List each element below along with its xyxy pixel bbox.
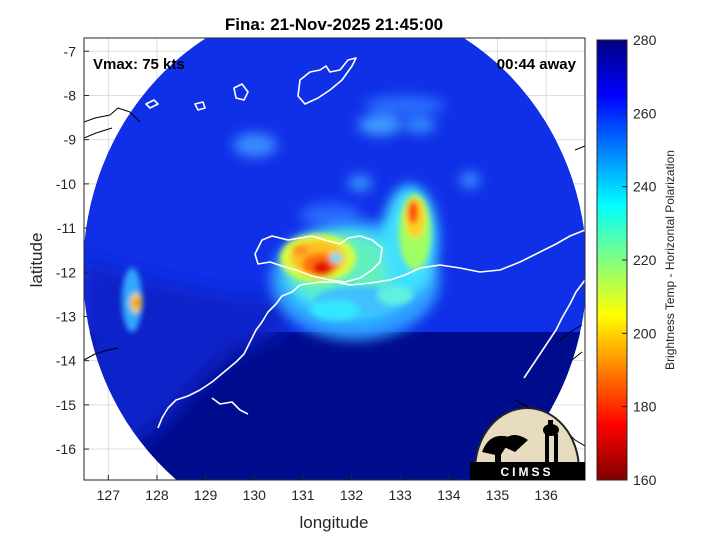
vmax-annotation: Vmax: 75 kts <box>93 56 185 73</box>
y-tick-label: -9 <box>64 132 77 148</box>
y-tick-label: -8 <box>64 87 77 103</box>
x-tick-label: 135 <box>486 487 510 503</box>
x-tick-label: 127 <box>97 487 121 503</box>
colorbar-tick-label: 260 <box>633 105 657 121</box>
x-tick-label: 128 <box>145 487 169 503</box>
colorbar-tick-label: 160 <box>633 472 657 488</box>
axes-box <box>83 37 586 481</box>
colorbar-ticks: 280 260 240 220 200 180 160 <box>622 32 657 488</box>
swath-heatmap <box>84 38 585 480</box>
logo-text: CIMSS <box>500 465 553 479</box>
y-tick-label: -13 <box>56 308 76 324</box>
y-tick-label: -14 <box>56 353 76 369</box>
x-tick-label: 132 <box>340 487 364 503</box>
y-tick-labels: -7 -8 -9 -10 -11 -12 -13 -14 -15 -16 <box>56 43 89 457</box>
x-tick-labels: 127 128 129 130 131 132 133 134 135 136 <box>97 475 558 503</box>
time-away-annotation: 00:44 away <box>497 56 577 73</box>
y-tick-label: -15 <box>56 397 76 413</box>
x-tick-label: 133 <box>388 487 412 503</box>
y-tick-label: -10 <box>56 176 76 192</box>
cimss-logo: CIMSS <box>470 407 585 480</box>
x-tick-label: 134 <box>437 487 461 503</box>
colorbar-tick-label: 180 <box>633 399 657 415</box>
x-tick-label: 136 <box>534 487 558 503</box>
x-tick-label: 131 <box>291 487 315 503</box>
x-tick-label: 129 <box>194 487 218 503</box>
y-tick-label: -16 <box>56 441 76 457</box>
coastlines <box>84 57 585 447</box>
y-tick-label: -7 <box>64 43 77 59</box>
y-tick-label: -12 <box>56 264 76 280</box>
x-tick-label: 130 <box>243 487 267 503</box>
colorbar-tick-label: 200 <box>633 325 657 341</box>
colorbar-label: Brightness Temp - Horizontal Polarizatio… <box>663 150 677 370</box>
colorbar-tick-label: 240 <box>633 179 657 195</box>
colorbar-tick-label: 220 <box>633 252 657 268</box>
y-axis-label: latitude <box>27 233 46 288</box>
colorbar-tick-label: 280 <box>633 32 657 48</box>
y-tick-label: -11 <box>57 220 76 236</box>
x-axis-label: longitude <box>299 513 368 532</box>
chart-title: Fina: 21-Nov-2025 21:45:00 <box>225 15 443 34</box>
